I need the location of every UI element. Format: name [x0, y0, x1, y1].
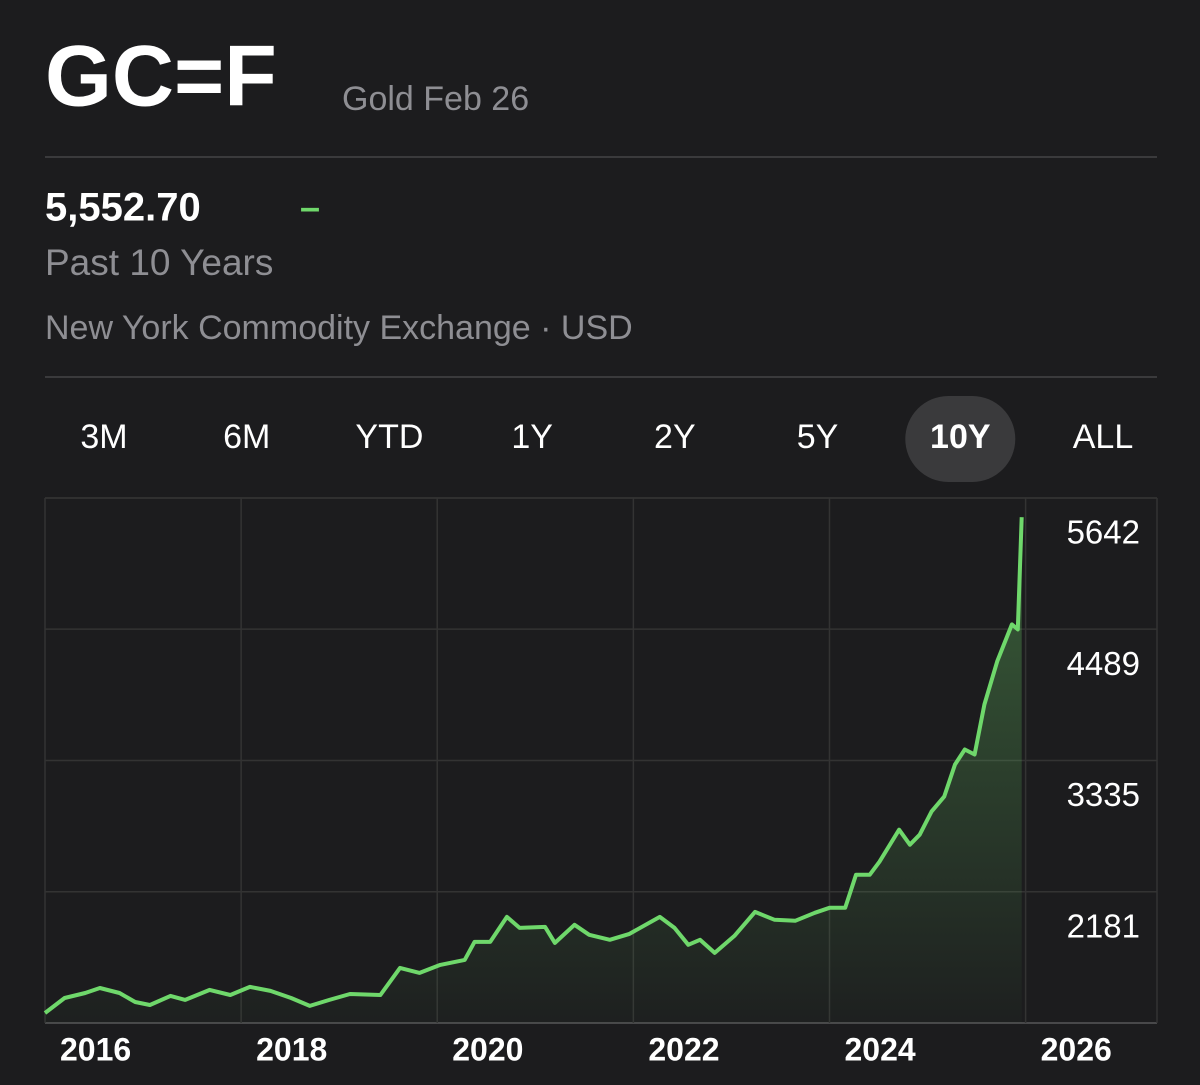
range-tab[interactable]: 3M [80, 418, 127, 456]
area-fill [45, 517, 1022, 1023]
change: – [300, 187, 320, 228]
y-tick-label: 3335 [1067, 776, 1140, 813]
tab-label[interactable]: 1Y [511, 418, 553, 456]
y-tick-label: 5642 [1067, 514, 1140, 551]
tab-label[interactable]: 6M [223, 418, 270, 456]
tab-label[interactable]: 5Y [797, 418, 839, 456]
range-tab[interactable]: YTD [355, 418, 423, 456]
range-tab[interactable]: 1Y [511, 418, 553, 456]
tab-label[interactable]: YTD [355, 418, 423, 456]
range-tab[interactable]: 6M [223, 418, 270, 456]
tab-label[interactable]: 3M [80, 418, 127, 456]
price-line [43, 517, 1024, 1015]
symbol: GC=F [45, 29, 277, 125]
x-tick-label: 2018 [256, 1031, 327, 1067]
range-tab[interactable]: 5Y [797, 418, 839, 456]
y-tick-label: 4489 [1067, 645, 1140, 682]
x-tick-label: 2024 [844, 1031, 915, 1067]
tab-label[interactable]: ALL [1073, 418, 1134, 456]
price: 5,552.70 [45, 186, 201, 230]
x-tick-label: 2026 [1041, 1031, 1112, 1067]
range-tab[interactable]: 2Y [654, 418, 696, 456]
instrument-name: Gold Feb 26 [342, 80, 529, 118]
x-tick-label: 2020 [452, 1031, 523, 1067]
y-tick-label: 2181 [1067, 907, 1140, 944]
tab-label[interactable]: 2Y [654, 418, 696, 456]
tab-highlight [905, 396, 1016, 482]
tab-label[interactable]: 10Y [930, 418, 991, 456]
range-tab[interactable]: 10Y [905, 396, 1016, 482]
chart: 2181 3335 4489 5642 2016 2018 2020 2022 2024 2026 [43, 497, 1158, 1067]
period: Past 10 Years [45, 242, 273, 283]
exchange: New York Commodity Exchange · USD [45, 309, 633, 347]
range-tabs: 3M 6M YTD 1Y 2Y 5Y 10Y ALL [80, 396, 1133, 482]
range-tab[interactable]: ALL [1073, 418, 1134, 456]
x-tick-label: 2016 [60, 1031, 131, 1067]
x-tick-label: 2022 [648, 1031, 719, 1067]
